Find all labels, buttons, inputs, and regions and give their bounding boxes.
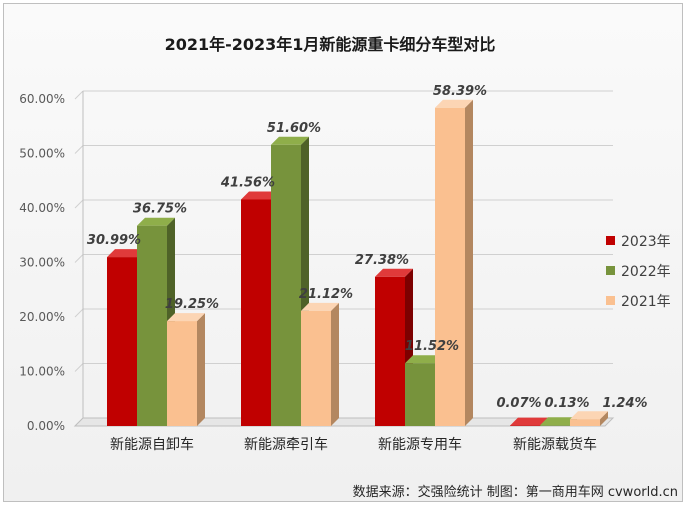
y-axis: 0.00% 10.00% 20.00% 30.00% 40.00% 50.00% 60.00… <box>19 92 65 433</box>
y-tick-label: 60.00% <box>19 92 65 106</box>
bar <box>405 355 443 426</box>
category-label: 新能源自卸车 <box>110 436 194 453</box>
data-label: 19.25% <box>165 297 219 312</box>
bar-top <box>435 99 473 108</box>
bar-front <box>107 257 137 426</box>
category-label: 新能源专用车 <box>378 436 462 453</box>
category-label: 新能源载货车 <box>513 436 597 453</box>
legend: 2023年 2022年 2021年 <box>606 234 671 310</box>
gridline-depth <box>74 363 84 372</box>
bar <box>301 302 339 426</box>
data-label: 36.75% <box>133 202 187 217</box>
bar-front <box>241 199 271 426</box>
data-label: 30.99% <box>87 233 141 248</box>
bar-side <box>600 411 608 426</box>
bar-top <box>375 268 413 277</box>
data-label: 58.39% <box>433 84 487 99</box>
bar-front <box>167 321 197 426</box>
data-label: 11.52% <box>405 339 459 354</box>
bar-front <box>301 310 331 426</box>
bar-front <box>435 107 465 426</box>
y-tick-label: 30.00% <box>19 256 65 270</box>
bar <box>271 136 309 426</box>
gridline-depth <box>74 90 84 100</box>
legend-label: 2023年 <box>621 234 671 250</box>
bar-top <box>570 411 608 420</box>
y-tick-label: 40.00% <box>19 201 65 215</box>
legend-swatch <box>606 296 615 305</box>
bar-top <box>167 313 205 322</box>
bar-front <box>137 225 167 426</box>
bar <box>570 411 608 426</box>
x-axis-categories: 新能源自卸车 新能源牵引车 新能源专用车 新能源载货车 <box>110 436 597 453</box>
bar-top <box>510 417 548 426</box>
bar-front <box>271 144 301 426</box>
legend-swatch <box>606 236 615 245</box>
bar <box>435 99 473 426</box>
legend-label: 2021年 <box>621 294 671 310</box>
data-label: 51.60% <box>267 121 321 136</box>
legend-swatch <box>606 266 615 275</box>
data-label: 27.38% <box>355 253 409 268</box>
y-tick-label: 50.00% <box>19 147 65 161</box>
bar-top <box>271 136 309 145</box>
category-label: 新能源牵引车 <box>244 436 328 453</box>
data-label: 21.12% <box>299 287 353 302</box>
bar-top <box>107 249 145 258</box>
gridline-depth <box>74 308 84 318</box>
data-label: 0.13% <box>544 396 589 411</box>
legend-label: 2022年 <box>621 264 671 280</box>
bar-front <box>405 363 435 426</box>
bar-front <box>540 425 570 426</box>
y-tick-label: 20.00% <box>19 310 65 324</box>
bar-side <box>465 99 473 426</box>
bar <box>167 313 205 426</box>
data-label: 41.56% <box>220 175 275 190</box>
y-tick-label: 0.00% <box>27 419 65 433</box>
chart-title: 2021年-2023年1月新能源重卡细分车型对比 <box>165 35 496 54</box>
y-tick-label: 10.00% <box>19 365 65 379</box>
gridline-depth <box>74 145 84 154</box>
bar-side <box>197 313 205 426</box>
bar-top <box>301 302 339 311</box>
bar-top <box>241 191 279 200</box>
bar-top <box>540 417 578 426</box>
bar-front <box>570 419 600 426</box>
gridline-depth <box>74 199 84 209</box>
data-label: 0.07% <box>496 396 541 411</box>
bar-top <box>137 217 175 226</box>
bar-front <box>375 276 405 426</box>
source-note: 数据来源：交强险统计 制图：第一商用车网 cvworld.cn <box>353 484 678 500</box>
bars <box>107 99 608 426</box>
data-label: 1.24% <box>602 396 647 411</box>
bar-side <box>331 302 339 426</box>
bar-top <box>405 355 443 364</box>
data-labels: 30.99% 36.75% 19.25% 41.56% 51.60% 21.12% 27.3… <box>87 84 648 411</box>
gridline-depth <box>74 254 84 263</box>
